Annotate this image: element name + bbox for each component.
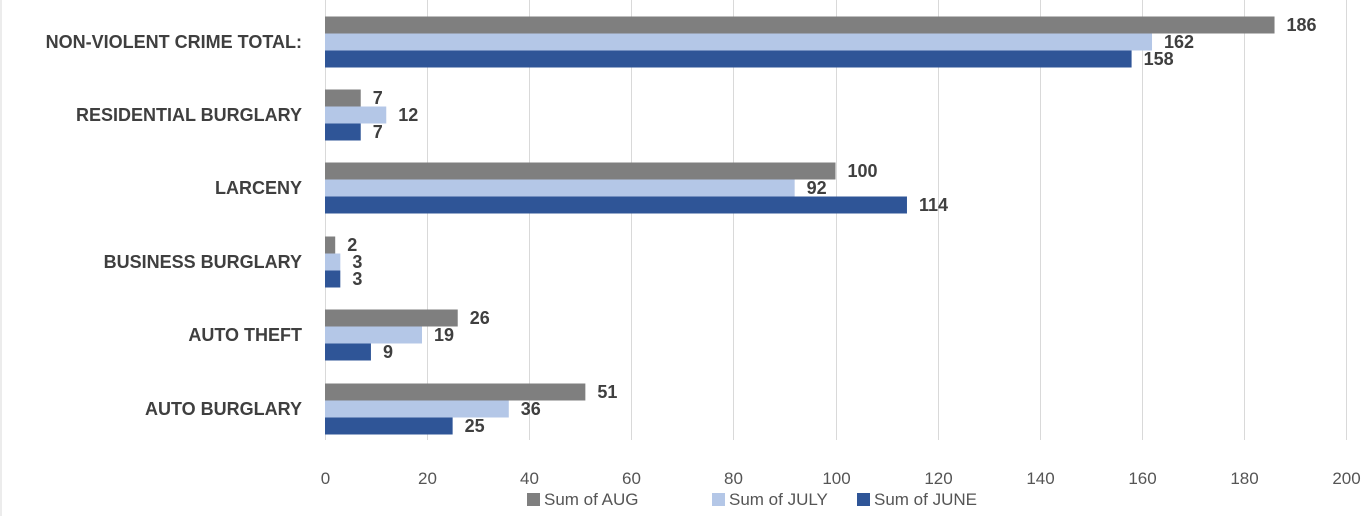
bar xyxy=(325,123,361,141)
bars xyxy=(325,16,1275,435)
category-label: AUTO THEFT xyxy=(188,325,302,345)
x-tick-label: 0 xyxy=(321,469,330,488)
data-label: 36 xyxy=(521,399,541,419)
data-label: 162 xyxy=(1164,32,1194,52)
data-label: 25 xyxy=(465,416,485,436)
x-axis-tick-labels: 0 20 40 60 80 100 120 140 160 180 200 xyxy=(321,469,1361,488)
data-label: 186 xyxy=(1287,15,1317,35)
bar xyxy=(325,33,1153,51)
x-tick-label: 160 xyxy=(1128,469,1156,488)
legend-swatch xyxy=(712,493,725,506)
bar xyxy=(325,309,458,327)
category-label: RESIDENTIAL BURGLARY xyxy=(76,105,302,125)
data-label: 12 xyxy=(398,105,418,125)
data-label: 100 xyxy=(848,161,878,181)
x-tick-label: 100 xyxy=(822,469,850,488)
category-labels: NON-VIOLENT CRIME TOTAL: RESIDENTIAL BURG… xyxy=(46,32,302,419)
x-tick-label: 120 xyxy=(924,469,952,488)
x-tick-label: 60 xyxy=(622,469,641,488)
bar xyxy=(325,179,795,197)
legend-swatch xyxy=(857,493,870,506)
bar xyxy=(325,343,371,361)
legend-swatch xyxy=(527,493,540,506)
bar xyxy=(325,253,341,271)
category-label: LARCENY xyxy=(215,178,302,198)
legend: Sum of AUG Sum of JULY Sum of JUNE xyxy=(527,490,977,509)
bar xyxy=(325,162,836,180)
data-label: 7 xyxy=(373,122,383,142)
data-label: 2 xyxy=(347,235,357,255)
gridlines xyxy=(325,0,1347,440)
data-label: 3 xyxy=(352,269,362,289)
legend-label: Sum of AUG xyxy=(544,490,638,509)
legend-label: Sum of JUNE xyxy=(874,490,977,509)
bar xyxy=(325,16,1275,34)
data-label: 92 xyxy=(807,178,827,198)
data-label: 158 xyxy=(1144,49,1174,69)
x-tick-label: 200 xyxy=(1332,469,1360,488)
bar xyxy=(325,417,453,435)
data-label: 7 xyxy=(373,88,383,108)
x-tick-label: 80 xyxy=(724,469,743,488)
legend-item: Sum of AUG xyxy=(527,490,638,509)
data-label: 26 xyxy=(470,308,490,328)
bar xyxy=(325,400,509,418)
data-label: 19 xyxy=(434,325,454,345)
bar xyxy=(325,236,336,254)
bar xyxy=(325,106,387,124)
legend-item: Sum of JUNE xyxy=(857,490,977,509)
x-tick-label: 180 xyxy=(1230,469,1258,488)
x-tick-label: 20 xyxy=(418,469,437,488)
data-label: 3 xyxy=(352,252,362,272)
bar xyxy=(325,89,361,107)
bar xyxy=(325,270,341,288)
bar xyxy=(325,196,907,214)
data-labels: 186 7 100 2 26 51 162 12 92 3 19 36 158 7 114 3 9 25 xyxy=(347,15,1316,436)
bar xyxy=(325,383,586,401)
bar xyxy=(325,50,1132,68)
category-label: BUSINESS BURGLARY xyxy=(104,252,302,272)
category-label: AUTO BURGLARY xyxy=(145,399,302,419)
data-label: 114 xyxy=(919,195,948,215)
data-label: 9 xyxy=(383,342,393,362)
bar xyxy=(325,326,422,344)
data-label: 51 xyxy=(597,382,617,402)
legend-label: Sum of JULY xyxy=(729,490,828,509)
x-tick-label: 140 xyxy=(1026,469,1054,488)
legend-item: Sum of JULY xyxy=(712,490,828,509)
x-tick-label: 40 xyxy=(520,469,539,488)
category-label: NON-VIOLENT CRIME TOTAL: xyxy=(46,32,302,52)
